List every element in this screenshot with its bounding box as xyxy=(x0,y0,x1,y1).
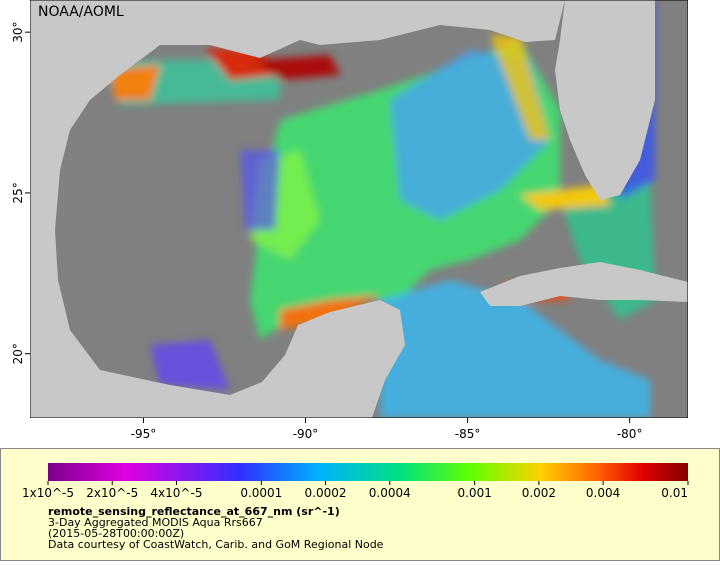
colorbar-tick-label: 4x10^-5 xyxy=(150,486,202,500)
colorbar-ticks: 1x10^-5 2x10^-5 4x10^-5 0.0001 0.0002 0.0004 0… xyxy=(22,481,689,500)
axes: -95° -90° -85° -80° 30° 25° 20° xyxy=(11,22,642,441)
y-tick-label: 25° xyxy=(11,182,25,203)
x-tick-label: -95° xyxy=(131,427,157,441)
x-tick-label: -90° xyxy=(293,427,319,441)
colorbar-tick-label: 0.0001 xyxy=(240,486,282,500)
dataset-name: 3-Day Aggregated MODIS Aqua Rrs667 xyxy=(48,516,263,529)
time: (2015-05-28T00:00:00Z) xyxy=(48,527,184,540)
colorbar-tick-label: 0.004 xyxy=(586,486,620,500)
source: Data courtesy of CoastWatch, Carib. and … xyxy=(48,538,384,551)
map-credit: NOAA/AOML xyxy=(38,4,124,20)
variable-name: remote_sensing_reflectance_at_667_nm (sr… xyxy=(48,505,340,518)
cuba xyxy=(480,262,688,306)
florida xyxy=(555,0,655,200)
x-tick-label: -80° xyxy=(617,427,643,441)
colorbar-tick-label: 0.0002 xyxy=(305,486,347,500)
colorbar-tick-label: 0.002 xyxy=(522,486,556,500)
colorbar-tick-label: 1x10^-5 xyxy=(22,486,74,500)
map xyxy=(30,0,688,418)
colorbar-tick-label: 2x10^-5 xyxy=(86,486,138,500)
colorbar xyxy=(48,463,688,481)
y-tick-label: 20° xyxy=(11,343,25,364)
y-tick-label: 30° xyxy=(11,22,25,43)
x-tick-label: -85° xyxy=(455,427,481,441)
colorbar-tick-label: 0.01 xyxy=(661,486,688,500)
colorbar-tick-label: 0.0004 xyxy=(369,486,411,500)
land xyxy=(30,0,565,418)
colorbar-tick-label: 0.001 xyxy=(457,486,491,500)
